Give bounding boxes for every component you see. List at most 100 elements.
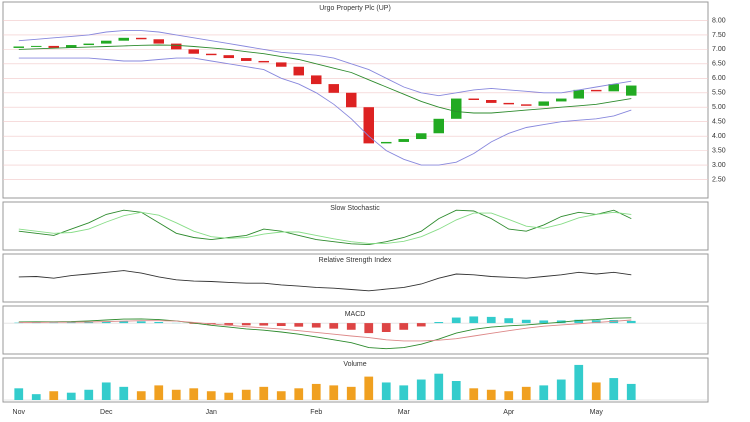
candle (258, 60, 269, 63)
y-tick-label: 5.00 (712, 104, 726, 111)
candle (83, 43, 94, 46)
y-tick-label: 4.00 (712, 133, 726, 140)
bar (49, 391, 59, 400)
x-tick-label: May (590, 409, 604, 416)
bar (591, 320, 601, 324)
bar (486, 316, 496, 324)
candle (293, 66, 304, 76)
y-tick-label: 6.00 (712, 75, 726, 82)
candle (276, 62, 287, 67)
panel-title: MACD (345, 311, 366, 318)
bar (556, 379, 566, 400)
series-line (18, 30, 632, 97)
candle (538, 101, 549, 106)
bar (591, 382, 601, 400)
bar (101, 321, 111, 324)
bar (101, 382, 111, 400)
bar (486, 389, 496, 400)
bar (276, 391, 286, 400)
series-line (18, 209, 632, 246)
candle (556, 98, 567, 102)
candle (363, 107, 374, 144)
rsi-panel (2, 253, 709, 303)
bar (451, 381, 461, 400)
bar (521, 319, 531, 324)
candle (328, 84, 339, 93)
candle (398, 139, 409, 142)
bar (346, 323, 356, 330)
bar (504, 318, 514, 324)
candle (206, 53, 217, 56)
candle (573, 89, 584, 99)
bar (154, 385, 164, 400)
candle (223, 55, 234, 59)
candle (101, 40, 112, 44)
candle (416, 133, 427, 140)
candle (433, 118, 444, 134)
bar (626, 320, 636, 324)
bar (416, 323, 426, 327)
bar (504, 391, 514, 400)
bar (136, 321, 146, 324)
bar (276, 323, 286, 326)
bar (399, 385, 409, 400)
bar (451, 317, 461, 324)
candle (136, 37, 147, 40)
bar (66, 392, 76, 400)
bar (224, 323, 234, 325)
macd-panel (2, 305, 709, 355)
bar (381, 323, 391, 332)
bar (14, 388, 24, 400)
bar (346, 386, 356, 400)
y-tick-label: 3.00 (712, 162, 726, 169)
bar (294, 388, 304, 400)
bar (364, 376, 374, 400)
y-tick-label: 7.50 (712, 32, 726, 39)
bar (416, 379, 426, 400)
x-tick-label: Mar (398, 409, 411, 416)
bar (259, 386, 269, 400)
candle (31, 45, 42, 47)
bar (469, 388, 479, 400)
candle (66, 45, 77, 48)
candle (608, 84, 619, 92)
candle (486, 100, 497, 103)
candle (503, 102, 514, 105)
bar (259, 323, 269, 326)
series-line (18, 317, 632, 350)
bar (539, 320, 549, 324)
y-tick-label: 6.50 (712, 61, 726, 68)
candle (118, 37, 129, 41)
candle (13, 46, 24, 48)
bar (381, 382, 391, 400)
candle (521, 104, 532, 106)
y-tick-label: 2.50 (712, 176, 726, 183)
candle (171, 43, 182, 50)
bar (311, 323, 321, 328)
x-tick-label: Dec (100, 409, 113, 416)
bar (609, 378, 619, 400)
series-line (18, 211, 632, 244)
candle (188, 49, 199, 54)
bar (84, 389, 94, 400)
x-tick-label: Feb (310, 409, 322, 416)
panel-title: Relative Strength Index (319, 257, 392, 264)
candle (311, 75, 322, 85)
bar (329, 323, 339, 329)
bar (521, 386, 531, 400)
bar (434, 373, 444, 400)
bar (241, 323, 251, 326)
panel-title: Volume (343, 361, 366, 368)
bar (119, 386, 129, 400)
bar (241, 389, 251, 400)
series-line (18, 44, 632, 114)
bar (574, 319, 584, 324)
y-tick-label: 7.00 (712, 46, 726, 53)
candle (468, 98, 479, 100)
panel-title: Slow Stochastic (330, 205, 380, 212)
y-tick-label: 4.50 (712, 119, 726, 126)
bar (311, 383, 321, 400)
bar (224, 392, 234, 400)
candle (346, 92, 357, 108)
